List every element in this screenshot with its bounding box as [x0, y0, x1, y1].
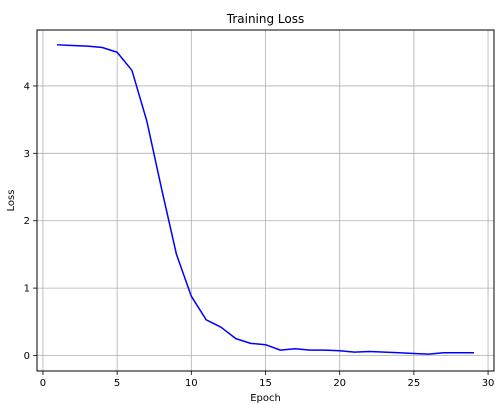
y-tick-label: 0	[24, 351, 30, 362]
y-tick-label: 2	[24, 216, 30, 227]
x-tick-label: 20	[333, 378, 346, 389]
x-tick-label: 25	[408, 378, 421, 389]
x-tick-label: 30	[482, 378, 495, 389]
x-tick-label: 15	[259, 378, 272, 389]
series-line-layer	[56, 44, 474, 355]
y-axis-title: Loss	[6, 190, 17, 212]
chart-title: Training Loss	[226, 12, 304, 26]
x-tick-label: 5	[114, 378, 120, 389]
x-tick-label: 0	[40, 378, 46, 389]
y-tick-label: 4	[24, 81, 30, 92]
loss-series-line	[56, 44, 474, 355]
x-axis-title: Epoch	[250, 393, 281, 404]
x-tick-label: 10	[185, 378, 198, 389]
y-tick-label: 3	[24, 149, 30, 160]
tick-labels: 0 5 10 15 20 25 30 0 1 2 3 4	[24, 81, 495, 389]
grid-lines	[37, 30, 494, 371]
tick-marks	[33, 85, 489, 375]
y-tick-label: 1	[24, 284, 30, 295]
